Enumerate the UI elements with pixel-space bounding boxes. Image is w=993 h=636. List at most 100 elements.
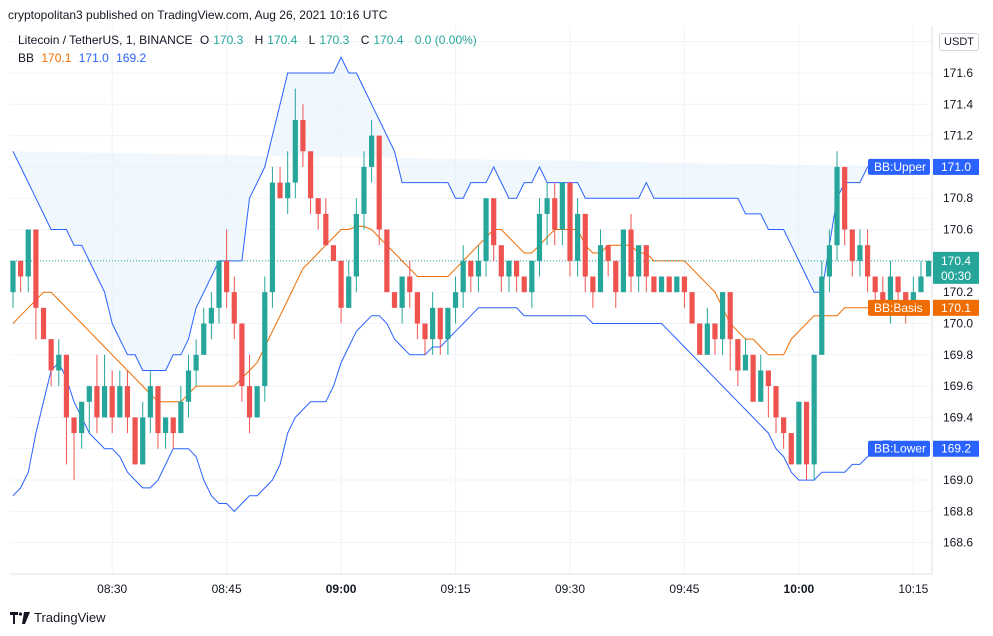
- price-tick-label: 170.6: [943, 223, 973, 237]
- bb-marker-value: 171.0: [941, 160, 971, 174]
- candle-body: [193, 354, 199, 371]
- candle-body: [422, 323, 428, 340]
- candle-body: [765, 370, 771, 387]
- price-tick-label: 171.2: [943, 129, 973, 143]
- candle-body: [620, 229, 626, 293]
- candle-body: [414, 292, 420, 324]
- candlestick-chart[interactable]: 168.6 168.8 169.0 169.2 169.4 169.6 169.8 170.0…: [0, 26, 993, 606]
- candle-body: [300, 119, 306, 152]
- candle-body: [597, 245, 604, 293]
- bb-marker-label-bg: [868, 440, 930, 457]
- candle-body: [628, 229, 634, 277]
- candle-body: [430, 307, 436, 340]
- candle-body: [307, 151, 314, 199]
- bb-marker-value-bg: [933, 440, 979, 457]
- candle-body: [452, 292, 459, 308]
- candle-body: [727, 292, 733, 340]
- candle-body: [323, 213, 329, 246]
- candle-body: [391, 292, 398, 308]
- candle-body: [819, 276, 825, 355]
- candle-body: [575, 213, 581, 261]
- price-tick-label: 168.6: [943, 536, 973, 550]
- bar-countdown: 00:30: [941, 269, 971, 283]
- candle-body: [346, 276, 352, 308]
- time-tick-label: 08:30: [97, 582, 127, 596]
- bb-marker-label-bg: [868, 299, 930, 316]
- candle-body: [353, 213, 359, 277]
- candle-body: [330, 245, 337, 261]
- candle-body: [132, 417, 138, 465]
- candle-body: [163, 417, 169, 434]
- candle-body: [506, 260, 512, 277]
- candle-body: [926, 260, 932, 277]
- candle-body: [658, 276, 665, 293]
- candle-body: [872, 276, 878, 293]
- bb-marker-label: BB:Upper: [874, 160, 926, 174]
- time-tick-label: 09:00: [326, 582, 357, 596]
- candle-body: [842, 166, 848, 230]
- candle-body: [285, 182, 291, 199]
- candle-body: [369, 135, 375, 167]
- candle-body: [834, 166, 840, 246]
- candle-body: [674, 276, 680, 293]
- chart-area[interactable]: 168.6 168.8 169.0 169.2 169.4 169.6 169.8 170.0…: [0, 26, 993, 606]
- tradingview-brand[interactable]: TradingView: [10, 610, 106, 625]
- candle-body: [651, 276, 657, 293]
- candle-body: [231, 292, 237, 324]
- candle-body: [361, 166, 367, 214]
- candle-body: [697, 323, 703, 355]
- bb-upper-line: [12, 56, 921, 371]
- bb-marker-value-bg: [933, 299, 979, 316]
- candle-body: [750, 354, 756, 402]
- candle-body: [796, 401, 802, 465]
- symbol-name[interactable]: Litecoin / TetherUS, 1, BINANCE: [18, 33, 193, 47]
- candle-body: [56, 354, 62, 371]
- candle-body: [262, 292, 268, 387]
- candle-body: [521, 276, 527, 293]
- bb-upper-value: 171.0: [78, 51, 109, 65]
- bb-marker-label: BB:Lower: [874, 442, 926, 456]
- time-tick-label: 08:45: [212, 582, 242, 596]
- candle-body: [101, 386, 108, 418]
- bb-band-fill: [13, 57, 921, 371]
- price-tick-label: 169.4: [943, 410, 973, 424]
- candle-body: [10, 260, 16, 293]
- candle-body: [445, 307, 451, 340]
- candle-body: [491, 198, 497, 246]
- candle-body: [147, 386, 153, 418]
- currency-button[interactable]: USDT: [939, 33, 979, 51]
- bb-legend[interactable]: BB 170.1 171.0 169.2: [18, 51, 150, 65]
- candle-body: [269, 182, 276, 293]
- ohlc-open: O 170.3: [199, 33, 244, 47]
- candle-body: [124, 386, 131, 418]
- candle-body: [605, 245, 611, 261]
- price-tick-label: 169.0: [943, 473, 973, 487]
- time-tick-label: 09:30: [555, 582, 585, 596]
- candle-body: [460, 260, 466, 293]
- candle-body: [384, 229, 390, 293]
- candle-body: [887, 276, 894, 308]
- candle-body: [18, 260, 24, 277]
- time-tick-label: 09:15: [441, 582, 471, 596]
- candle-body: [918, 276, 924, 293]
- candle-body: [803, 401, 810, 465]
- tradingview-wordmark: TradingView: [34, 610, 106, 625]
- bb-lower-value: 169.2: [116, 51, 147, 65]
- candle-body: [315, 198, 321, 214]
- candle-body: [216, 260, 222, 308]
- candle-body: [681, 276, 688, 293]
- candle-body: [239, 323, 245, 387]
- candle-body: [170, 417, 176, 434]
- candle-body: [529, 260, 535, 293]
- candle-body: [559, 182, 565, 230]
- candle-body: [201, 323, 207, 355]
- candle-body: [277, 182, 283, 199]
- candle-body: [826, 245, 833, 277]
- bb-marker-label: BB:Basis: [874, 301, 923, 315]
- candle-body: [590, 276, 596, 293]
- candle-body: [475, 260, 482, 277]
- candle-body: [613, 260, 619, 293]
- candle-body: [758, 370, 764, 402]
- ohlc-close: C 170.4: [360, 33, 404, 47]
- candle-body: [735, 339, 741, 371]
